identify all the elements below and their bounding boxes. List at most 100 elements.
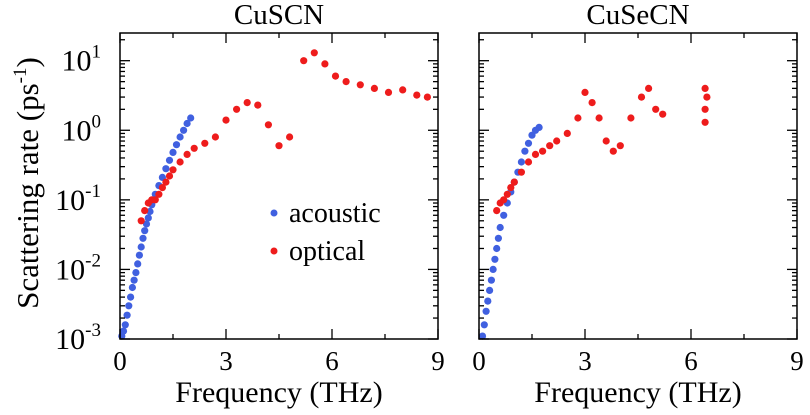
point-optical-21 (286, 133, 294, 141)
point-optical-6 (158, 184, 166, 192)
point-acoustic-4 (125, 302, 133, 310)
point-acoustic-22 (162, 165, 170, 173)
point-optical-8 (165, 172, 174, 180)
point-optical-11 (553, 137, 561, 145)
point-optical-21 (637, 93, 646, 101)
point-optical-15 (588, 99, 596, 107)
point-acoustic-21 (535, 123, 543, 131)
y-tick-label--3: 10-3 (55, 320, 101, 356)
point-optical-10 (546, 142, 554, 150)
point-optical-17 (243, 99, 251, 107)
point-acoustic-16 (517, 158, 526, 166)
point-acoustic-17 (521, 147, 529, 155)
point-acoustic-23 (165, 156, 174, 164)
point-optical-11 (183, 150, 191, 158)
point-acoustic-3 (123, 311, 131, 319)
x-tick-label-6: 6 (684, 346, 698, 376)
point-optical-27 (703, 93, 711, 101)
panel-title-cuscn: CuSCN (234, 0, 324, 31)
legend-label-acoustic: acoustic (289, 198, 381, 229)
point-optical-4 (507, 184, 515, 192)
axis-ticks-cusecn (478, 33, 798, 340)
point-acoustic-16 (146, 207, 154, 216)
x-tick-label-9: 9 (431, 346, 445, 376)
point-optical-26 (701, 105, 709, 113)
scatter-points-cuscn (118, 49, 431, 340)
point-optical-5 (510, 178, 518, 186)
point-acoustic-4 (486, 286, 494, 294)
y-axis-label: Scattering rate (ps-1) (10, 57, 45, 309)
legend-marker-optical (270, 247, 278, 255)
point-acoustic-27 (180, 126, 188, 134)
point-acoustic-10 (135, 251, 143, 259)
x-tick-label-6: 6 (325, 346, 339, 376)
point-optical-12 (190, 144, 198, 152)
legend-marker-acoustic (270, 209, 278, 217)
x-tick-label-9: 9 (790, 346, 804, 376)
point-acoustic-25 (172, 141, 181, 149)
point-optical-19 (616, 142, 624, 150)
x-tick-label-0: 0 (113, 346, 127, 376)
point-optical-18 (254, 101, 262, 109)
point-optical-29 (384, 88, 393, 96)
point-optical-1 (141, 207, 149, 215)
point-optical-32 (423, 93, 431, 101)
point-acoustic-28 (183, 119, 191, 128)
point-optical-2 (500, 196, 508, 204)
y-tick-label-1: 101 (62, 42, 102, 78)
y-axis-label-exponent: -1 (10, 67, 31, 83)
point-acoustic-11 (137, 243, 145, 251)
plot-frame-cusecn (478, 32, 798, 340)
point-optical-26 (342, 78, 350, 86)
point-optical-18 (609, 147, 617, 155)
scatter-points-cusecn (478, 84, 711, 340)
point-optical-9 (169, 166, 177, 174)
point-acoustic-8 (493, 244, 501, 253)
point-acoustic-2 (121, 321, 129, 329)
point-acoustic-11 (500, 211, 508, 219)
point-acoustic-12 (139, 234, 147, 242)
x-tick-label-3: 3 (219, 346, 233, 376)
point-acoustic-26 (176, 133, 184, 141)
panel-cusecn: CuSeCN 0 3 6 9 Frequency (THz) (472, 0, 804, 409)
point-optical-25 (331, 72, 340, 80)
point-optical-20 (275, 142, 283, 150)
point-acoustic-5 (127, 293, 135, 301)
x-axis-label-cuscn: Frequency (THz) (175, 376, 382, 409)
point-acoustic-9 (134, 260, 142, 268)
point-acoustic-7 (130, 276, 138, 284)
point-optical-17 (602, 137, 610, 145)
point-optical-30 (399, 86, 407, 94)
point-optical-22 (300, 57, 308, 65)
axis-ticks-cuscn (119, 33, 439, 340)
point-optical-22 (645, 84, 653, 92)
point-optical-13 (574, 114, 582, 122)
point-acoustic-1 (480, 321, 488, 329)
point-optical-19 (264, 121, 272, 129)
x-tick-label-0: 0 (472, 346, 486, 376)
point-acoustic-13 (141, 227, 149, 235)
point-acoustic-8 (132, 269, 140, 277)
point-optical-14 (581, 88, 589, 96)
point-optical-13 (201, 139, 209, 147)
point-optical-24 (321, 60, 329, 68)
point-acoustic-3 (484, 297, 492, 305)
point-optical-6 (517, 168, 526, 176)
point-optical-8 (531, 150, 540, 158)
point-acoustic-10 (496, 223, 504, 232)
y-tick-label-0: 100 (62, 111, 102, 147)
point-optical-23 (652, 105, 660, 113)
y-tick-label--1: 10-1 (55, 181, 101, 217)
point-optical-16 (595, 114, 603, 122)
point-optical-3 (503, 190, 511, 198)
point-optical-14 (211, 133, 219, 141)
plot-frame-cuscn (119, 32, 439, 340)
point-optical-28 (701, 84, 709, 92)
point-acoustic-9 (494, 234, 502, 242)
panel-cuscn: CuSCN 10-3 10-2 10-1 100 101 0 3 6 9 Frequency … (55, 0, 445, 409)
legend-label-optical: optical (289, 236, 365, 267)
point-optical-24 (659, 110, 667, 118)
point-acoustic-29 (187, 114, 195, 122)
point-acoustic-18 (524, 139, 533, 147)
